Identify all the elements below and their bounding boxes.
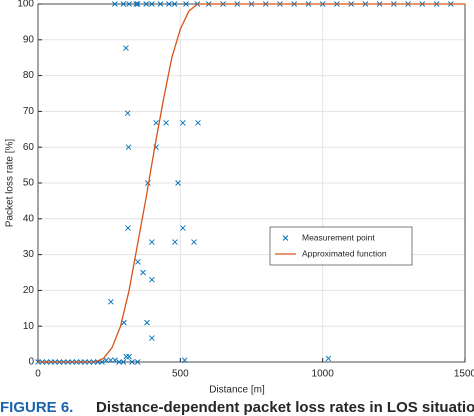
scatter-point: [180, 225, 186, 231]
scatter-point: [116, 359, 122, 365]
scatter-point: [180, 120, 186, 126]
y-tick-label: 0: [28, 357, 34, 368]
scatter-point: [129, 359, 135, 365]
scatter-point: [135, 258, 141, 265]
caption: Distance-dependent packet loss rates in …: [96, 399, 474, 416]
scatter-point: [172, 239, 178, 245]
scatter-point: [143, 1, 149, 7]
y-tick-label: 10: [23, 321, 35, 332]
scatter-point: [120, 1, 127, 7]
scatter-point: [125, 144, 132, 151]
legend-label: Approximated function: [302, 248, 387, 258]
scatter-point: [108, 299, 114, 305]
scatter-point: [126, 353, 132, 360]
scatter-point: [181, 357, 188, 364]
scatter-point: [191, 239, 197, 245]
y-tick-label: 30: [23, 249, 35, 260]
scatter-point: [163, 120, 169, 126]
scatter-point: [149, 239, 155, 245]
scatter-point: [103, 357, 110, 364]
scatter-point: [183, 1, 189, 7]
scatter-point: [134, 1, 141, 7]
legend-box: [269, 226, 413, 266]
scatter-point: [123, 45, 129, 51]
y-tick-label: 40: [23, 213, 35, 224]
scatter-point: [112, 357, 118, 364]
y-tick-label: 60: [23, 142, 35, 153]
y-axis-label: Packet loss rate [%]: [5, 139, 16, 228]
scatter-point: [171, 1, 178, 7]
y-tick-label: 80: [23, 70, 35, 81]
x-axis-label: Distance [m]: [209, 385, 265, 396]
scatter-point: [166, 1, 172, 7]
scatter-point: [153, 120, 159, 126]
legend-label: Measurement point: [302, 232, 375, 242]
y-tick-label: 50: [23, 178, 35, 189]
x-tick-label: 1000: [312, 369, 335, 380]
scatter-point: [149, 335, 155, 341]
y-tick-label: 70: [23, 106, 35, 117]
scatter-point: [133, 1, 140, 7]
scatter-point: [195, 120, 201, 126]
scatter-point: [325, 355, 332, 362]
y-tick-label: 100: [17, 0, 34, 10]
x-tick-label: 500: [172, 369, 189, 380]
scatter-point: [124, 110, 131, 117]
scatter-point: [112, 1, 118, 7]
line: [38, 3, 465, 363]
scatter-point: [144, 319, 150, 326]
x-tick-label: 1500: [454, 369, 474, 380]
caption-label: FIGURE 6.: [0, 399, 73, 416]
y-tick-label: 90: [23, 34, 35, 45]
legend-marker: [282, 235, 289, 241]
scatter-point: [126, 1, 132, 7]
scatter-point: [120, 359, 127, 365]
scatter-point: [123, 353, 130, 360]
scatter-point: [175, 180, 181, 186]
scatter-point: [107, 357, 114, 364]
x-tick-label: 0: [35, 369, 41, 380]
scatter-point: [149, 1, 155, 7]
scatter-point: [140, 269, 146, 276]
scatter-point: [125, 225, 131, 231]
scatter-point: [149, 276, 155, 283]
scatter-point: [134, 359, 141, 365]
y-tick-label: 20: [23, 285, 35, 296]
scatter-point: [157, 1, 164, 7]
